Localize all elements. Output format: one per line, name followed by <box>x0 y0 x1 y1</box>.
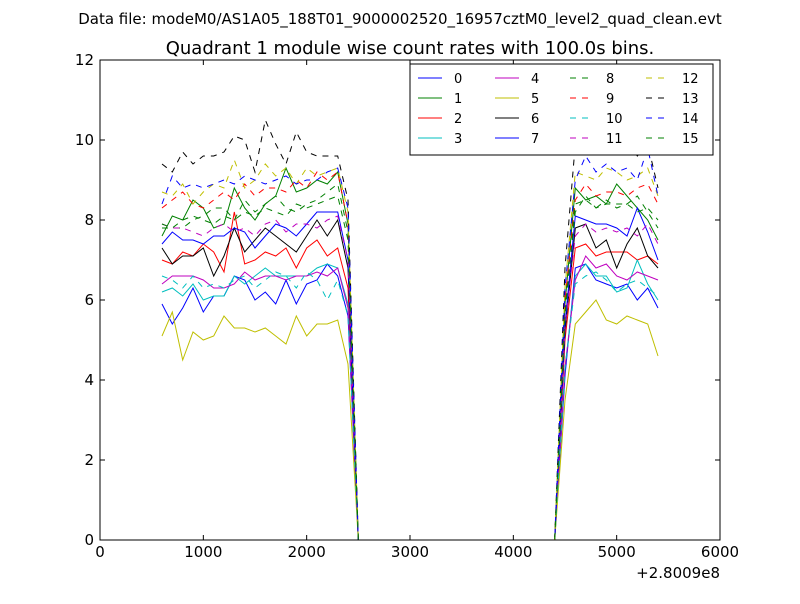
legend-entry-15: 15 <box>646 132 699 147</box>
legend-entry-10: 10 <box>570 112 623 127</box>
legend-label: 5 <box>531 92 539 107</box>
legend-label: 7 <box>531 132 539 147</box>
legend-label: 13 <box>682 92 699 107</box>
y-tick-label: 4 <box>84 371 94 389</box>
legend-label: 11 <box>606 132 623 147</box>
legend-entry-8: 8 <box>570 72 614 87</box>
legend-entry-1: 1 <box>418 92 462 107</box>
y-tick-label: 2 <box>84 451 94 469</box>
series-line-9 <box>161 171 659 541</box>
x-tick-label: 0 <box>95 543 105 561</box>
x-tick-label: 4000 <box>494 543 532 561</box>
legend-entry-0: 0 <box>418 72 462 87</box>
legend-label: 15 <box>682 132 699 147</box>
legend-box <box>409 63 714 156</box>
legend-entry-11: 11 <box>570 132 623 147</box>
legend-label: 3 <box>454 132 462 147</box>
legend-label: 14 <box>682 112 699 127</box>
x-tick-label: 1000 <box>184 543 222 561</box>
legend-entry-7: 7 <box>495 132 539 147</box>
y-tick-label: 0 <box>84 531 94 549</box>
legend-entry-9: 9 <box>570 92 614 107</box>
legend-label: 12 <box>682 72 699 87</box>
y-tick-label: 12 <box>75 51 94 69</box>
series-line-10 <box>161 271 659 541</box>
legend-label: 2 <box>454 112 462 127</box>
y-tick-label: 6 <box>84 291 94 309</box>
legend-entry-6: 6 <box>495 112 539 127</box>
x-tick-label: 5000 <box>598 543 636 561</box>
legend-label: 0 <box>454 72 462 87</box>
x-tick-label: 2000 <box>288 543 326 561</box>
legend-entry-2: 2 <box>418 112 462 127</box>
legend-label: 8 <box>606 72 614 87</box>
legend-entry-5: 5 <box>495 92 539 107</box>
legend-label: 9 <box>606 92 614 107</box>
x-tick-label: 3000 <box>391 543 429 561</box>
legend-entry-3: 3 <box>418 132 462 147</box>
legend-entry-14: 14 <box>646 112 699 127</box>
chart-suptitle: Data file: modeM0/AS1A05_188T01_90000025… <box>78 10 722 29</box>
legend-label: 1 <box>454 92 462 107</box>
x-tick-label: 6000 <box>701 543 739 561</box>
x-offset-label: +2.8009e8 <box>636 564 720 582</box>
legend-label: 4 <box>531 72 539 87</box>
legend-entry-4: 4 <box>495 72 539 87</box>
legend-label: 10 <box>606 112 623 127</box>
y-tick-label: 8 <box>84 211 94 229</box>
y-tick-label: 10 <box>75 131 94 149</box>
series-line-8 <box>162 183 659 541</box>
series-line-11 <box>161 215 659 541</box>
legend-entry-13: 13 <box>646 92 699 107</box>
legend-entry-12: 12 <box>646 72 699 87</box>
chart-title: Quadrant 1 module wise count rates with … <box>166 38 655 59</box>
legend-label: 6 <box>531 112 539 127</box>
